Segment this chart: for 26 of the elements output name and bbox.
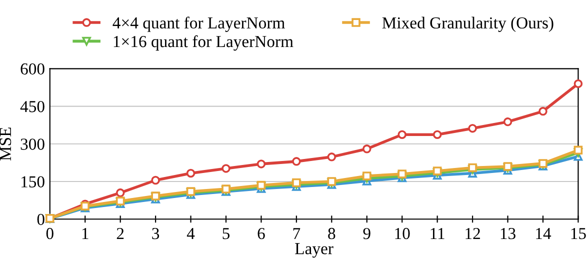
x-axis-title: Layer — [295, 243, 334, 258]
x-tick-label: 8 — [328, 228, 336, 240]
legend-label: 1×16 quant for LayerNorm — [114, 35, 294, 51]
x-tick-label: 3 — [152, 228, 160, 240]
x-tick-label: 1 — [82, 228, 88, 240]
x-tick-label: 13 — [500, 228, 516, 240]
x-tick-label: 14 — [536, 228, 552, 240]
x-tick-label: 12 — [466, 228, 480, 240]
legend-label: 4×4 quant for LayerNorm — [112, 16, 285, 32]
y-tick-label: 600 — [20, 63, 44, 75]
x-tick-label: 4 — [186, 228, 195, 240]
y-tick-label: 450 — [20, 100, 44, 112]
legend-label: Mixed Granularity (Ours) — [382, 16, 554, 32]
y-tick-label: 300 — [20, 138, 44, 150]
x-tick-label: 5 — [222, 228, 230, 240]
x-tick-label: 15 — [571, 228, 586, 240]
x-tick-label: 2 — [116, 228, 124, 240]
y-axis-title: MSE — [0, 128, 12, 161]
y-tick-label: 150 — [22, 176, 44, 188]
y-tick-label: 0 — [37, 214, 44, 226]
x-tick-label: 6 — [258, 228, 265, 240]
x-tick-label: 10 — [395, 228, 410, 240]
x-tick-label: 9 — [363, 228, 370, 240]
x-tick-label: 0 — [46, 228, 54, 240]
x-tick-label: 7 — [293, 228, 300, 240]
x-tick-label: 11 — [430, 228, 444, 240]
